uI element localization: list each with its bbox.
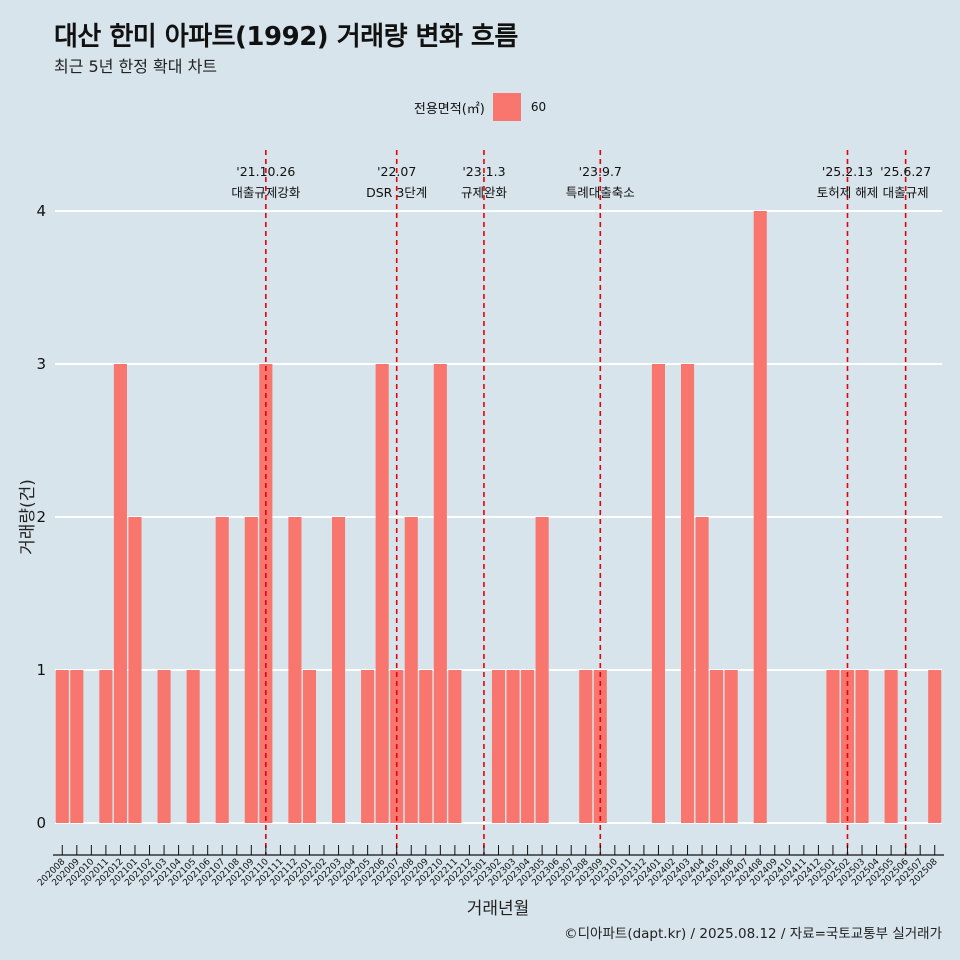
event-label: 규제완화 (461, 185, 508, 200)
bars (55, 211, 942, 823)
bar (404, 517, 418, 823)
bar (651, 364, 665, 823)
bar (99, 670, 113, 823)
bar (855, 670, 869, 823)
event-markers: '21.10.26 대출규제강화 '22.07 DSR 3단계 '23.1.3 규제완화 '… (231, 150, 931, 855)
bar (826, 670, 840, 823)
bar (928, 670, 942, 823)
source-caption: ©디아파트(dapt.kr) / 2025.08.12 / 자료=국토교통부 실… (564, 926, 942, 942)
chart-subtitle: 최근 5년 한정 확대 차트 (54, 57, 218, 76)
bar (579, 670, 593, 823)
bar (375, 364, 389, 823)
event-date: '25.6.27 (880, 164, 931, 179)
event-date: '21.10.26 (236, 164, 295, 179)
x-axis-title: 거래년월 (467, 899, 530, 919)
bar (157, 670, 171, 823)
bar (710, 670, 724, 823)
bar (724, 670, 738, 823)
legend-title: 전용면적(㎡) (413, 101, 485, 117)
bar (448, 670, 462, 823)
event-date: '25.2.13 (822, 164, 873, 179)
bar (419, 670, 433, 823)
bar (186, 670, 200, 823)
bar (884, 670, 898, 823)
legend-label: 60 (530, 100, 547, 114)
event-date: '23.1.3 (462, 164, 505, 179)
bar (113, 364, 127, 823)
bar (521, 670, 535, 823)
x-axis: 2020082020092020102020112020122021012021… (36, 845, 944, 888)
y-tick-label: 3 (36, 355, 46, 373)
bar (288, 517, 302, 823)
event-label: 토허제 해제 (817, 185, 878, 200)
bar (215, 517, 229, 823)
bar (55, 670, 69, 823)
bar (128, 517, 142, 823)
bar (535, 517, 549, 823)
y-tick-label: 4 (36, 202, 46, 220)
bar (302, 670, 317, 823)
bar (433, 364, 447, 823)
event-label: DSR 3단계 (366, 185, 427, 200)
y-tick-label: 0 (36, 814, 46, 832)
event-label: 대출규제강화 (231, 185, 301, 200)
y-tick-label: 1 (36, 661, 46, 679)
event-date: '22.07 (377, 164, 416, 179)
bar (244, 517, 258, 823)
bar (332, 517, 346, 823)
bar (491, 670, 506, 823)
bar (695, 517, 709, 823)
event-date: '23.9.7 (579, 164, 622, 179)
bar (680, 364, 695, 823)
y-tick-label: 2 (36, 508, 46, 526)
event-label: 특례대출축소 (566, 185, 635, 200)
legend-swatch (492, 93, 521, 121)
y-axis: 0 1 2 3 4 (36, 202, 46, 832)
chart-title: 대산 한미 아파트(1992) 거래량 변화 흐름 (54, 22, 518, 52)
event-label: 대출규제 (883, 185, 929, 200)
bar (753, 211, 767, 823)
bar (70, 670, 84, 823)
bar (506, 670, 520, 823)
bar (361, 670, 375, 823)
legend: 전용면적(㎡) 60 (0, 93, 960, 121)
y-axis-title: 거래량(건) (18, 479, 38, 555)
